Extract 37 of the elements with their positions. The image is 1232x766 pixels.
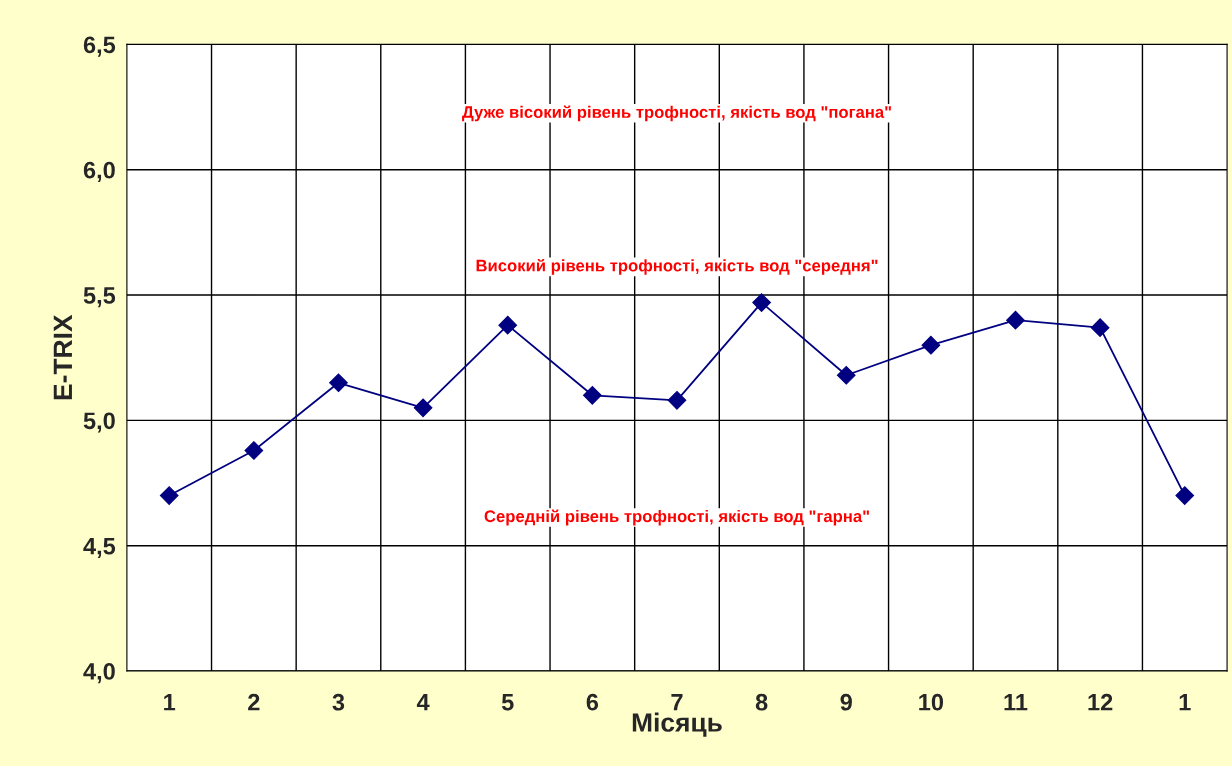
x-tick-label: 1 xyxy=(164,694,176,711)
y-tick-label: 4,5 xyxy=(83,538,116,558)
x-tick-label: 2 xyxy=(248,693,260,711)
point xyxy=(836,365,856,385)
point xyxy=(1175,486,1195,505)
point xyxy=(921,335,941,355)
x-tick-label: 10 xyxy=(919,693,944,711)
point xyxy=(583,385,602,405)
point xyxy=(413,398,433,418)
annotation: Високий рівень трофності, якість вод "середня" xyxy=(476,258,878,275)
x-tick-label: 8 xyxy=(755,693,768,711)
y-axis-title: E-TRIX xyxy=(53,314,72,400)
y-tick-label: 4,0 xyxy=(83,663,115,684)
x-tick-label: 12 xyxy=(1088,693,1113,711)
point xyxy=(1090,318,1110,337)
y-tick-label: 6,0 xyxy=(83,161,115,182)
y-tick-label: 6,5 xyxy=(83,36,116,57)
point xyxy=(752,293,771,312)
point xyxy=(244,441,264,460)
point xyxy=(498,315,518,335)
y-tick-label: 5,0 xyxy=(83,412,115,433)
x-tick-label: 1 xyxy=(1179,694,1191,711)
x-tick-label: 4 xyxy=(416,694,430,711)
annotation: Середній рівень трофності, якість вод "гарна" xyxy=(484,509,869,526)
point xyxy=(159,486,179,505)
point xyxy=(1006,310,1025,330)
x-tick-label: 5 xyxy=(501,694,514,711)
x-axis-title: Місяць xyxy=(632,712,722,737)
x-tick-label: 3 xyxy=(332,693,345,711)
y-tick-label: 5,5 xyxy=(83,287,116,308)
x-tick-label: 9 xyxy=(840,693,852,711)
annotation: Дуже вісокий рівень трофності, якість вод "погана" xyxy=(462,105,891,122)
x-tick-label: 7 xyxy=(671,694,683,711)
x-tick-label: 6 xyxy=(586,693,599,711)
point xyxy=(329,373,348,393)
point xyxy=(667,390,687,410)
x-tick-label: 11 xyxy=(1004,694,1028,711)
